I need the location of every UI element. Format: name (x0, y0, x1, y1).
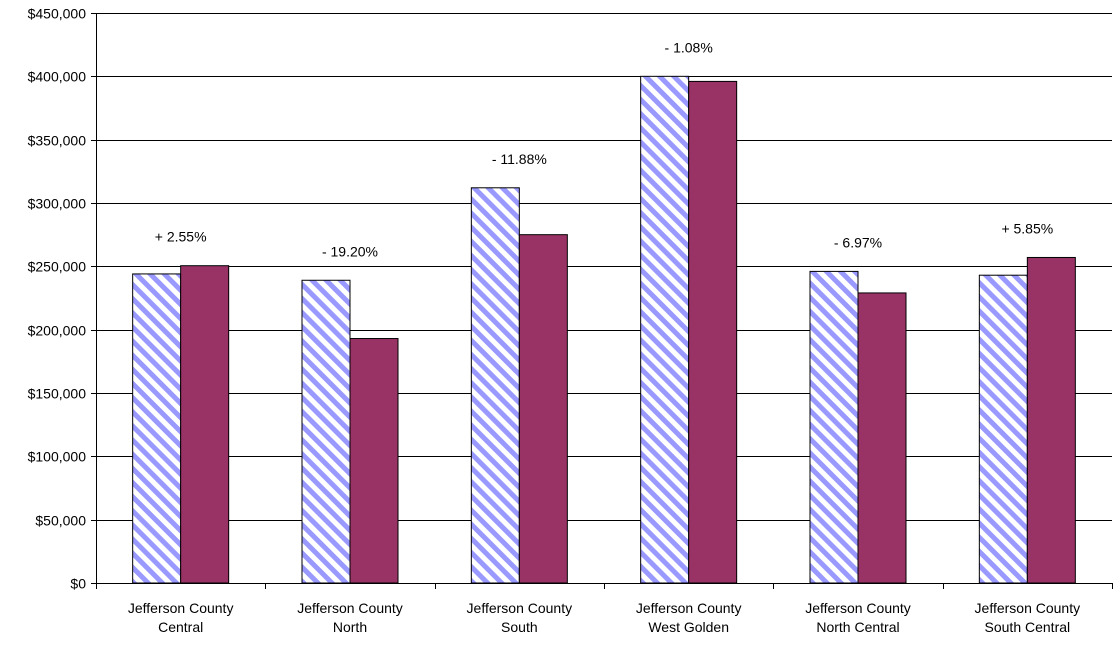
y-tick-label: $300,000 (28, 196, 87, 212)
x-category-label: Jefferson County (975, 600, 1081, 616)
percent-change-label: + 2.55% (155, 229, 207, 245)
bar-hatched (470, 187, 520, 584)
x-category-label: Jefferson County (636, 600, 742, 616)
y-tick-label: $50,000 (35, 513, 86, 529)
x-category-label: South (501, 619, 538, 635)
y-tick-label: $400,000 (28, 69, 87, 85)
y-tick-label: $150,000 (28, 386, 87, 402)
gridlines (96, 13, 1112, 521)
y-tick-label: $0 (70, 576, 86, 592)
bar-solid (688, 80, 738, 584)
x-category-label: Jefferson County (805, 600, 911, 616)
bar-hatched (640, 75, 690, 584)
bar-hatched (132, 273, 182, 584)
bar-hatched (301, 279, 351, 584)
percent-change-label: - 19.20% (322, 243, 378, 259)
y-tick-label: $100,000 (28, 449, 87, 465)
y-tick-label: $350,000 (28, 133, 87, 149)
percent-change-label: - 11.88% (492, 151, 547, 167)
x-category-label: Jefferson County (297, 600, 403, 616)
percent-change-label: - 1.08% (665, 39, 713, 55)
x-category-label: North (333, 619, 367, 635)
x-category-label: West Golden (648, 619, 729, 635)
x-category-label: Jefferson County (128, 600, 234, 616)
bars (132, 75, 1076, 584)
bar-solid (857, 292, 907, 584)
bar-hatched (809, 270, 859, 584)
y-tick-label: $250,000 (28, 259, 87, 275)
bar-solid (518, 234, 568, 584)
bar-solid (180, 265, 230, 584)
labels: $0 $50,000 $100,000 $150,000 $200,000 $250,00… (28, 6, 1081, 636)
percent-change-label: - 6.97% (834, 234, 882, 250)
bar-solid (349, 338, 399, 584)
x-category-label: South Central (985, 619, 1071, 635)
bar-solid (1026, 256, 1076, 584)
x-category-label: North Central (816, 619, 899, 635)
y-tick-label: $200,000 (28, 323, 87, 339)
y-tick-label: $450,000 (28, 6, 87, 22)
x-category-label: Central (158, 619, 203, 635)
percent-change-label: + 5.85% (1001, 220, 1053, 236)
x-category-label: Jefferson County (467, 600, 573, 616)
axes (91, 13, 1113, 589)
bar-hatched (978, 274, 1028, 584)
